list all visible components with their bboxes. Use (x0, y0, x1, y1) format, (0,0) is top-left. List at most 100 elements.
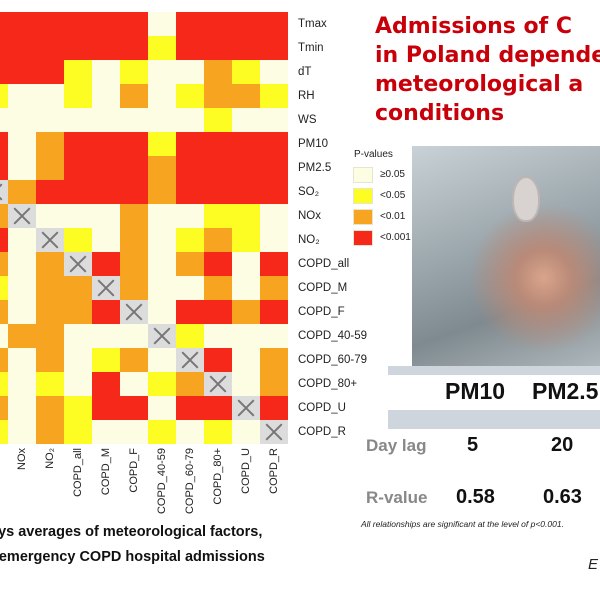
heatmap-cell (0, 36, 8, 60)
page-title: Admissions of C in Poland depende meteor… (375, 12, 600, 128)
heatmap-cell (8, 348, 36, 372)
caption-line: f emergency COPD hospital admissions (0, 549, 265, 565)
heatmap-cell (260, 372, 288, 396)
heatmap-cell (232, 108, 260, 132)
heatmap-cell (92, 180, 120, 204)
heatmap-cell (64, 84, 92, 108)
caption-line: ays averages of meteorological factors, (0, 524, 263, 540)
heatmap-cell (176, 84, 204, 108)
legend-label: <0.05 (380, 190, 406, 201)
legend-item: <0.01 (353, 206, 412, 227)
heatmap-cell (92, 372, 120, 396)
heatmap-cell (120, 60, 148, 84)
illustration-image (412, 146, 600, 366)
heatmap-cell (148, 228, 176, 252)
heatmap-cell (120, 372, 148, 396)
significance-note: All relationships are significant at the… (361, 519, 564, 529)
heatmap-cell (204, 204, 232, 228)
heatmap-cell (148, 132, 176, 156)
heatmap-cell (120, 420, 148, 444)
heatmap-cell (260, 12, 288, 36)
heatmap-cell (176, 324, 204, 348)
heatmap-cell (260, 276, 288, 300)
heatmap-cell (0, 396, 8, 420)
heatmap-cell (148, 156, 176, 180)
heatmap-cell (232, 252, 260, 276)
heatmap-row-label: COPD_40-59 (298, 330, 368, 342)
heatmap-cell (0, 228, 8, 252)
table-header-pm25: PM2.5 (532, 378, 599, 404)
heatmap-cell (148, 204, 176, 228)
legend-swatch (353, 229, 373, 246)
heatmap-cell (148, 348, 176, 372)
heatmap-cell (92, 132, 120, 156)
heatmap-cell (8, 324, 36, 348)
heatmap-cell (0, 420, 8, 444)
heatmap-diagonal-cell (120, 300, 148, 324)
heatmap-cell (92, 12, 120, 36)
heatmap-row-label: COPD_80+ (298, 378, 358, 390)
heatmap-cell (148, 60, 176, 84)
heatmap-cell (0, 276, 8, 300)
heatmap-row-label: NOx (298, 210, 321, 222)
heatmap-col-label: COPD_40-59 (156, 448, 168, 515)
heatmap-cell (232, 60, 260, 84)
heatmap-cell (260, 204, 288, 228)
heatmap-cell (64, 300, 92, 324)
heatmap-cell (64, 372, 92, 396)
heatmap-cell (36, 324, 64, 348)
heatmap-cell (8, 252, 36, 276)
heatmap-cell (260, 180, 288, 204)
heatmap-cell (36, 180, 64, 204)
heatmap-row-label: COPD_U (298, 402, 346, 414)
heatmap-cell (176, 300, 204, 324)
heatmap-col-label: COPD_60-79 (184, 448, 196, 515)
heatmap-cell (148, 396, 176, 420)
heatmap-cell (120, 12, 148, 36)
heatmap-cell (176, 60, 204, 84)
heatmap-cell (92, 204, 120, 228)
heatmap-row-label: dT (298, 66, 312, 78)
heatmap-cell (36, 36, 64, 60)
heatmap-cell (92, 324, 120, 348)
heatmap-cell (260, 252, 288, 276)
heatmap-cell (64, 276, 92, 300)
title-line: Admissions of C (375, 14, 572, 39)
heatmap-diagonal-cell (8, 204, 36, 228)
heatmap-cell (64, 108, 92, 132)
heatmap-cell (8, 300, 36, 324)
heatmap-cell (260, 60, 288, 84)
heatmap-cell (64, 180, 92, 204)
r-value-pm10: 0.58 (456, 486, 495, 508)
heatmap-cell (204, 324, 232, 348)
heatmap-cell (176, 396, 204, 420)
heatmap-row-label: Tmax (298, 18, 327, 30)
heatmap-col-label: COPD_R (268, 448, 280, 494)
heatmap-col-label: NOx (16, 448, 28, 470)
heatmap-diagonal-cell (232, 396, 260, 420)
heatmap-row-label: NO₂ (298, 234, 320, 246)
heatmap-cell (176, 204, 204, 228)
heatmap-cell (36, 204, 64, 228)
heatmap-cell (92, 84, 120, 108)
heatmap-cell (204, 300, 232, 324)
heatmap-cell (64, 324, 92, 348)
heatmap-cell (260, 108, 288, 132)
heatmap-cell (204, 108, 232, 132)
heatmap-cell (92, 108, 120, 132)
heatmap-cell (0, 204, 8, 228)
heatmap-col-label: COPD_M (100, 448, 112, 496)
row-label-day-lag: Day lag (366, 436, 427, 455)
heatmap-row-label: WS (298, 114, 317, 126)
heatmap-cell (64, 36, 92, 60)
heatmap-cell (232, 348, 260, 372)
heatmap-cell (148, 36, 176, 60)
heatmap-cell (176, 36, 204, 60)
heatmap-cell (92, 420, 120, 444)
heatmap-cell (64, 12, 92, 36)
correlation-heatmap (0, 12, 289, 444)
heatmap-cell (8, 60, 36, 84)
heatmap-row-label: Tmin (298, 42, 324, 54)
heatmap-cell (0, 12, 8, 36)
heatmap-cell (120, 108, 148, 132)
